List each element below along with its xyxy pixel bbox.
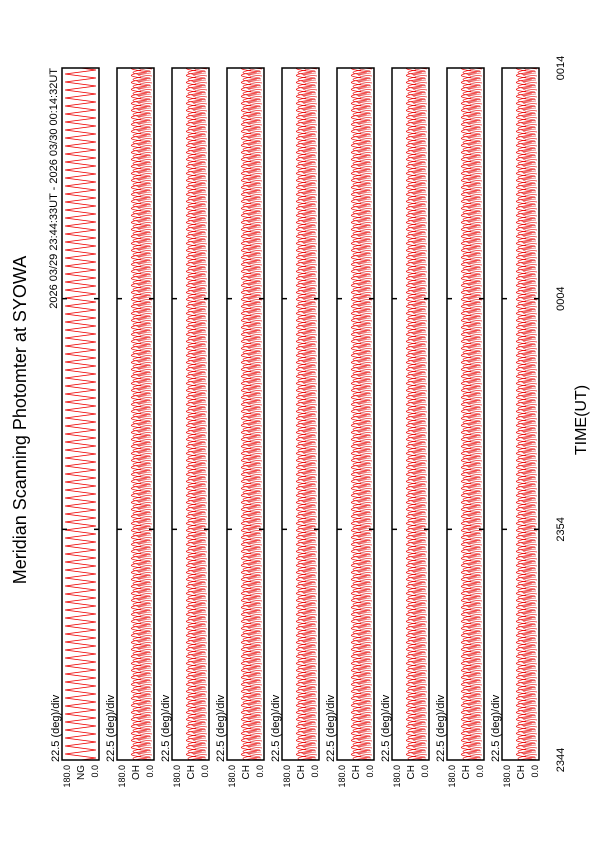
x-axis-label: TIME(UT): [573, 385, 590, 455]
traces: [227, 68, 264, 760]
panel-scale: 22.5 (deg)/div: [50, 694, 62, 762]
y-top-label: 180.0: [337, 765, 347, 788]
panel-scale: 22.5 (deg)/div: [325, 694, 337, 762]
y-top-label: 180.0: [62, 765, 72, 788]
panel-frame: [446, 67, 485, 761]
channel-label: CH: [296, 765, 307, 779]
x-tick-label: 2344: [555, 748, 567, 772]
channel-label: CH: [186, 765, 197, 779]
y-top-label: 180.0: [227, 765, 237, 788]
landscape-frame: Meridian Scanning Photomter at SYOWA 202…: [10, 56, 590, 788]
y-top-label: 180.0: [392, 765, 402, 788]
y-top-label: 180.0: [447, 765, 457, 788]
channel-label: OH: [131, 765, 142, 780]
y-bottom-label: 0.0: [310, 765, 320, 778]
panel-frame: [116, 67, 155, 761]
panel-frame: [336, 67, 375, 761]
channel-label: CH: [241, 765, 252, 779]
y-bottom-label: 0.0: [365, 765, 375, 778]
panel-frame: [281, 67, 320, 761]
y-top-label: 180.0: [117, 765, 127, 788]
panel-frame: [226, 67, 265, 761]
panel-frame: [61, 67, 100, 761]
traces: [337, 68, 374, 760]
y-bottom-label: 0.0: [475, 765, 485, 778]
channel-label: CH: [516, 765, 527, 779]
panel-scale: 22.5 (deg)/div: [380, 694, 392, 762]
y-top-label: 180.0: [282, 765, 292, 788]
panel-scale: 22.5 (deg)/div: [435, 694, 447, 762]
y-bottom-label: 0.0: [145, 765, 155, 778]
traces: [502, 68, 539, 760]
panel-scale: 22.5 (deg)/div: [215, 694, 227, 762]
panel-scale: 22.5 (deg)/div: [105, 694, 117, 762]
y-bottom-label: 0.0: [200, 765, 210, 778]
traces: [62, 68, 99, 760]
traces: [117, 68, 154, 760]
y-bottom-label: 0.0: [530, 765, 540, 778]
panel-frame: [171, 67, 210, 761]
panel-scale: 22.5 (deg)/div: [160, 694, 172, 762]
panel-scale: 22.5 (deg)/div: [270, 694, 282, 762]
channel-label: CH: [406, 765, 417, 779]
x-tick-label: 2354: [555, 517, 567, 541]
channel-label: CH: [461, 765, 472, 779]
panel-frame: [501, 67, 540, 761]
y-bottom-label: 0.0: [255, 765, 265, 778]
traces: [282, 68, 319, 760]
x-tick-label: 0014: [555, 56, 567, 80]
y-top-label: 180.0: [502, 765, 512, 788]
y-bottom-label: 0.0: [90, 765, 100, 778]
panel-scale: 22.5 (deg)/div: [490, 694, 502, 762]
traces: [172, 68, 209, 760]
traces: [392, 68, 429, 760]
title: Meridian Scanning Photomter at SYOWA: [10, 256, 30, 584]
channel-label: NG: [76, 765, 87, 780]
channel-label: CH: [351, 765, 362, 779]
time-range: 2026 03/29 23:44:33UT - 2026 03/30 00:14…: [48, 68, 60, 309]
y-bottom-label: 0.0: [420, 765, 430, 778]
x-tick-label: 0004: [555, 286, 567, 310]
traces: [447, 68, 484, 760]
panel-frame: [391, 67, 430, 761]
y-top-label: 180.0: [172, 765, 182, 788]
